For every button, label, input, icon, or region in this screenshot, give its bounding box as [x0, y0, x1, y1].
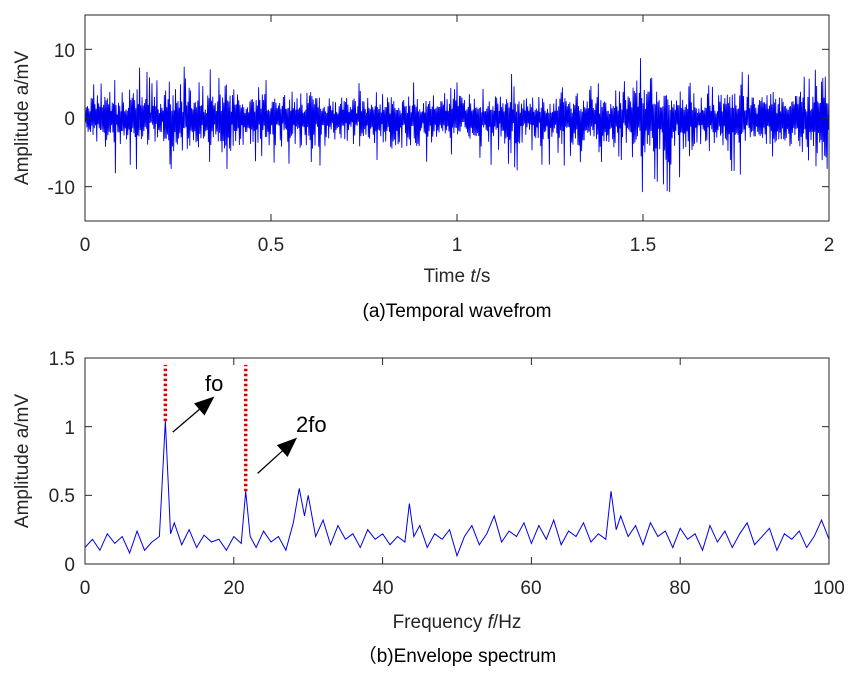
y-tick-a-0: -10: [48, 178, 75, 199]
y-tick-b-0: 0: [64, 555, 75, 576]
waveform-a: [84, 58, 830, 193]
x-tick-b-5: 100: [813, 578, 845, 599]
ticks-b: [84, 357, 830, 565]
y-tick-b-1: 0.5: [49, 486, 75, 507]
y-tick-a-1: 0: [64, 109, 75, 130]
annotation-arrow-shaft-2: [257, 450, 283, 474]
y-axis-label-b: Amplitude a/mV: [12, 394, 33, 528]
x-tick-a-4: 2: [824, 235, 835, 256]
x-axis-label-a-var: t: [470, 266, 476, 287]
caption-a: (a)Temporal wavefrom: [363, 301, 552, 322]
x-tick-b-4: 80: [669, 578, 690, 599]
panel-a: 0 0.5 1 1.5 2 -10 0 10 Amplitude a/mV Ti…: [12, 14, 835, 322]
annotation-arrow-shaft-1: [172, 408, 200, 433]
caption-b: （b)Envelope spectrum: [358, 645, 557, 667]
annotations-b: [163, 364, 298, 492]
spectrum-b: [84, 421, 830, 558]
y-tick-b-3: 1.5: [49, 349, 75, 370]
panel-b: 0 20 40 60 80 100 0 0.5 1 1.5 Amplitude …: [12, 349, 845, 667]
x-tick-b-3: 60: [520, 578, 541, 599]
plot-area-b: [85, 358, 829, 564]
x-tick-a-1: 0.5: [258, 235, 284, 256]
x-axis-label-b-var: f: [488, 612, 495, 633]
x-tick-b-1: 20: [223, 578, 244, 599]
y-tick-b-2: 1: [64, 418, 75, 439]
axes-box-b: [84, 357, 830, 565]
x-axis-label-a: Time t/s: [424, 266, 491, 287]
ticks-a: [84, 15, 830, 221]
x-tick-a-2: 1: [452, 235, 463, 256]
x-tick-a-3: 1.5: [630, 235, 656, 256]
x-axis-label-b-unit: /Hz: [493, 612, 522, 633]
waveform-line: [84, 58, 830, 193]
annotation-arrow-head-1: [194, 396, 215, 416]
spectrum-line: [84, 421, 830, 558]
x-axis-label-a-name: Time: [424, 266, 466, 287]
x-tick-a-0: 0: [80, 235, 91, 256]
x-tick-b-2: 40: [372, 578, 393, 599]
annotation-fo: fo: [205, 371, 223, 396]
x-axis-label-b-name: Frequency: [393, 612, 483, 633]
y-axis-label-a: Amplitude a/mV: [12, 51, 33, 185]
annotation-2fo: 2fo: [296, 412, 327, 437]
x-tick-b-0: 0: [80, 578, 91, 599]
annotation-arrow-head-2: [276, 437, 298, 458]
x-axis-label-a-unit: /s: [476, 266, 491, 287]
y-tick-a-2: 10: [54, 41, 75, 62]
x-axis-label-b: Frequency f/Hz: [393, 612, 522, 633]
